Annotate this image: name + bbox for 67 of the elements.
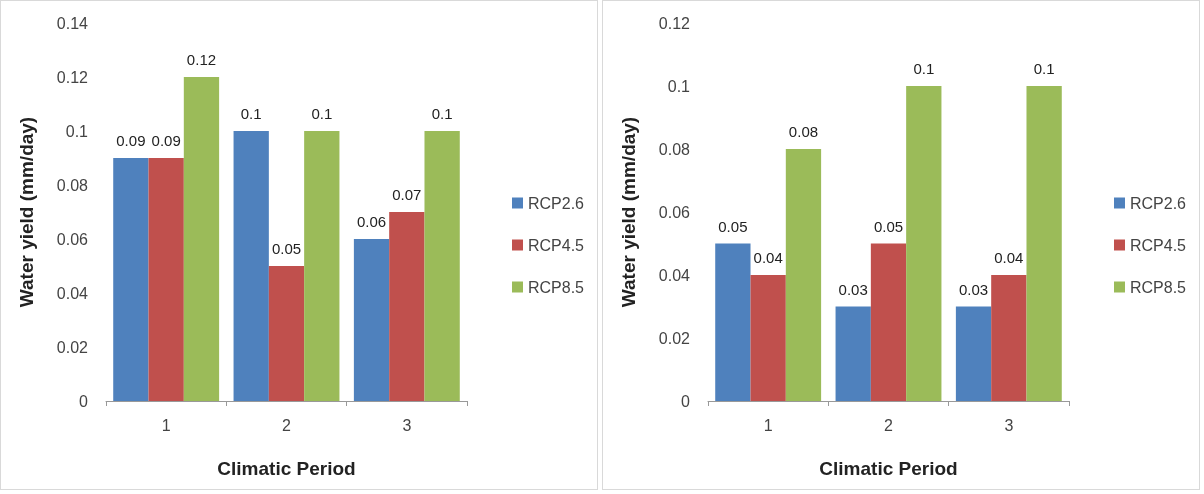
x-tick-label: 1 — [763, 416, 773, 434]
x-tick-label: 1 — [161, 416, 171, 434]
legend-label: RCP8.5 — [527, 278, 585, 296]
data-label: 0.06 — [356, 213, 387, 230]
x-tick-label: 2 — [282, 416, 292, 434]
y-axis-title: Water yield (mm/day) — [16, 116, 37, 308]
bar — [870, 243, 907, 401]
bar — [955, 306, 992, 401]
bar — [991, 275, 1027, 401]
y-tick-label: 0.14 — [56, 14, 89, 32]
bar — [113, 158, 149, 401]
bar — [785, 149, 822, 401]
bar — [424, 131, 460, 401]
y-tick-label: 0 — [681, 392, 691, 410]
x-tick-label: 3 — [1004, 416, 1014, 434]
bar — [183, 77, 220, 401]
data-label: 0.04 — [994, 249, 1024, 266]
y-tick-label: 0 — [79, 392, 89, 410]
y-axis-title: Water yield (mm/day) — [618, 116, 639, 308]
y-tick-label: 0.04 — [56, 284, 89, 302]
y-tick-label: 0.06 — [56, 230, 89, 248]
data-label: 0.08 — [788, 123, 819, 140]
data-label: 0.03 — [838, 280, 868, 298]
data-label: 0.1 — [240, 105, 262, 122]
legend-label: RCP4.5 — [527, 236, 585, 254]
y-tick-label: 0.08 — [56, 176, 89, 194]
y-tick-label: 0.06 — [658, 203, 691, 221]
legend-label: RCP4.5 — [1129, 236, 1187, 254]
y-tick-label: 0.12 — [56, 68, 89, 86]
bar — [750, 275, 786, 401]
y-tick-label: 0.04 — [658, 266, 691, 284]
data-label: 0.1 — [431, 105, 453, 122]
y-tick-label: 0.08 — [658, 140, 691, 158]
x-axis-title: Climatic Period — [217, 458, 356, 479]
bar — [389, 212, 425, 401]
y-tick-label: 0.1 — [65, 122, 89, 140]
data-label: 0.05 — [873, 217, 904, 235]
x-axis-title: Climatic Period — [819, 458, 958, 479]
data-label: 0.1 — [913, 60, 935, 77]
legend-label: RCP2.6 — [527, 194, 585, 212]
data-label: 0.04 — [753, 249, 783, 266]
data-label: 0.12 — [186, 51, 217, 68]
data-label: 0.05 — [718, 217, 748, 235]
data-label: 0.1 — [311, 105, 333, 122]
y-tick-label: 0.02 — [56, 338, 89, 356]
bar — [835, 306, 871, 401]
bar — [233, 131, 269, 401]
data-label: 0.1 — [1033, 60, 1055, 77]
data-label: 0.07 — [392, 186, 422, 203]
legend-label: RCP2.6 — [1129, 194, 1187, 212]
bar — [1026, 86, 1062, 401]
bar — [906, 86, 942, 401]
x-tick-label: 2 — [884, 416, 894, 434]
data-label: 0.09 — [116, 132, 146, 149]
bar — [148, 158, 184, 401]
legend-label: RCP8.5 — [1129, 278, 1187, 296]
y-tick-label: 0.02 — [658, 329, 691, 347]
data-label: 0.03 — [958, 280, 989, 298]
bar — [715, 243, 751, 401]
y-tick-label: 0.12 — [658, 14, 691, 32]
data-label: 0.09 — [151, 132, 181, 149]
bar — [268, 266, 305, 401]
data-label: 0.05 — [271, 240, 302, 257]
y-tick-label: 0.1 — [667, 77, 691, 95]
x-tick-label: 3 — [402, 416, 412, 434]
bar — [353, 239, 390, 401]
bar — [304, 131, 340, 401]
